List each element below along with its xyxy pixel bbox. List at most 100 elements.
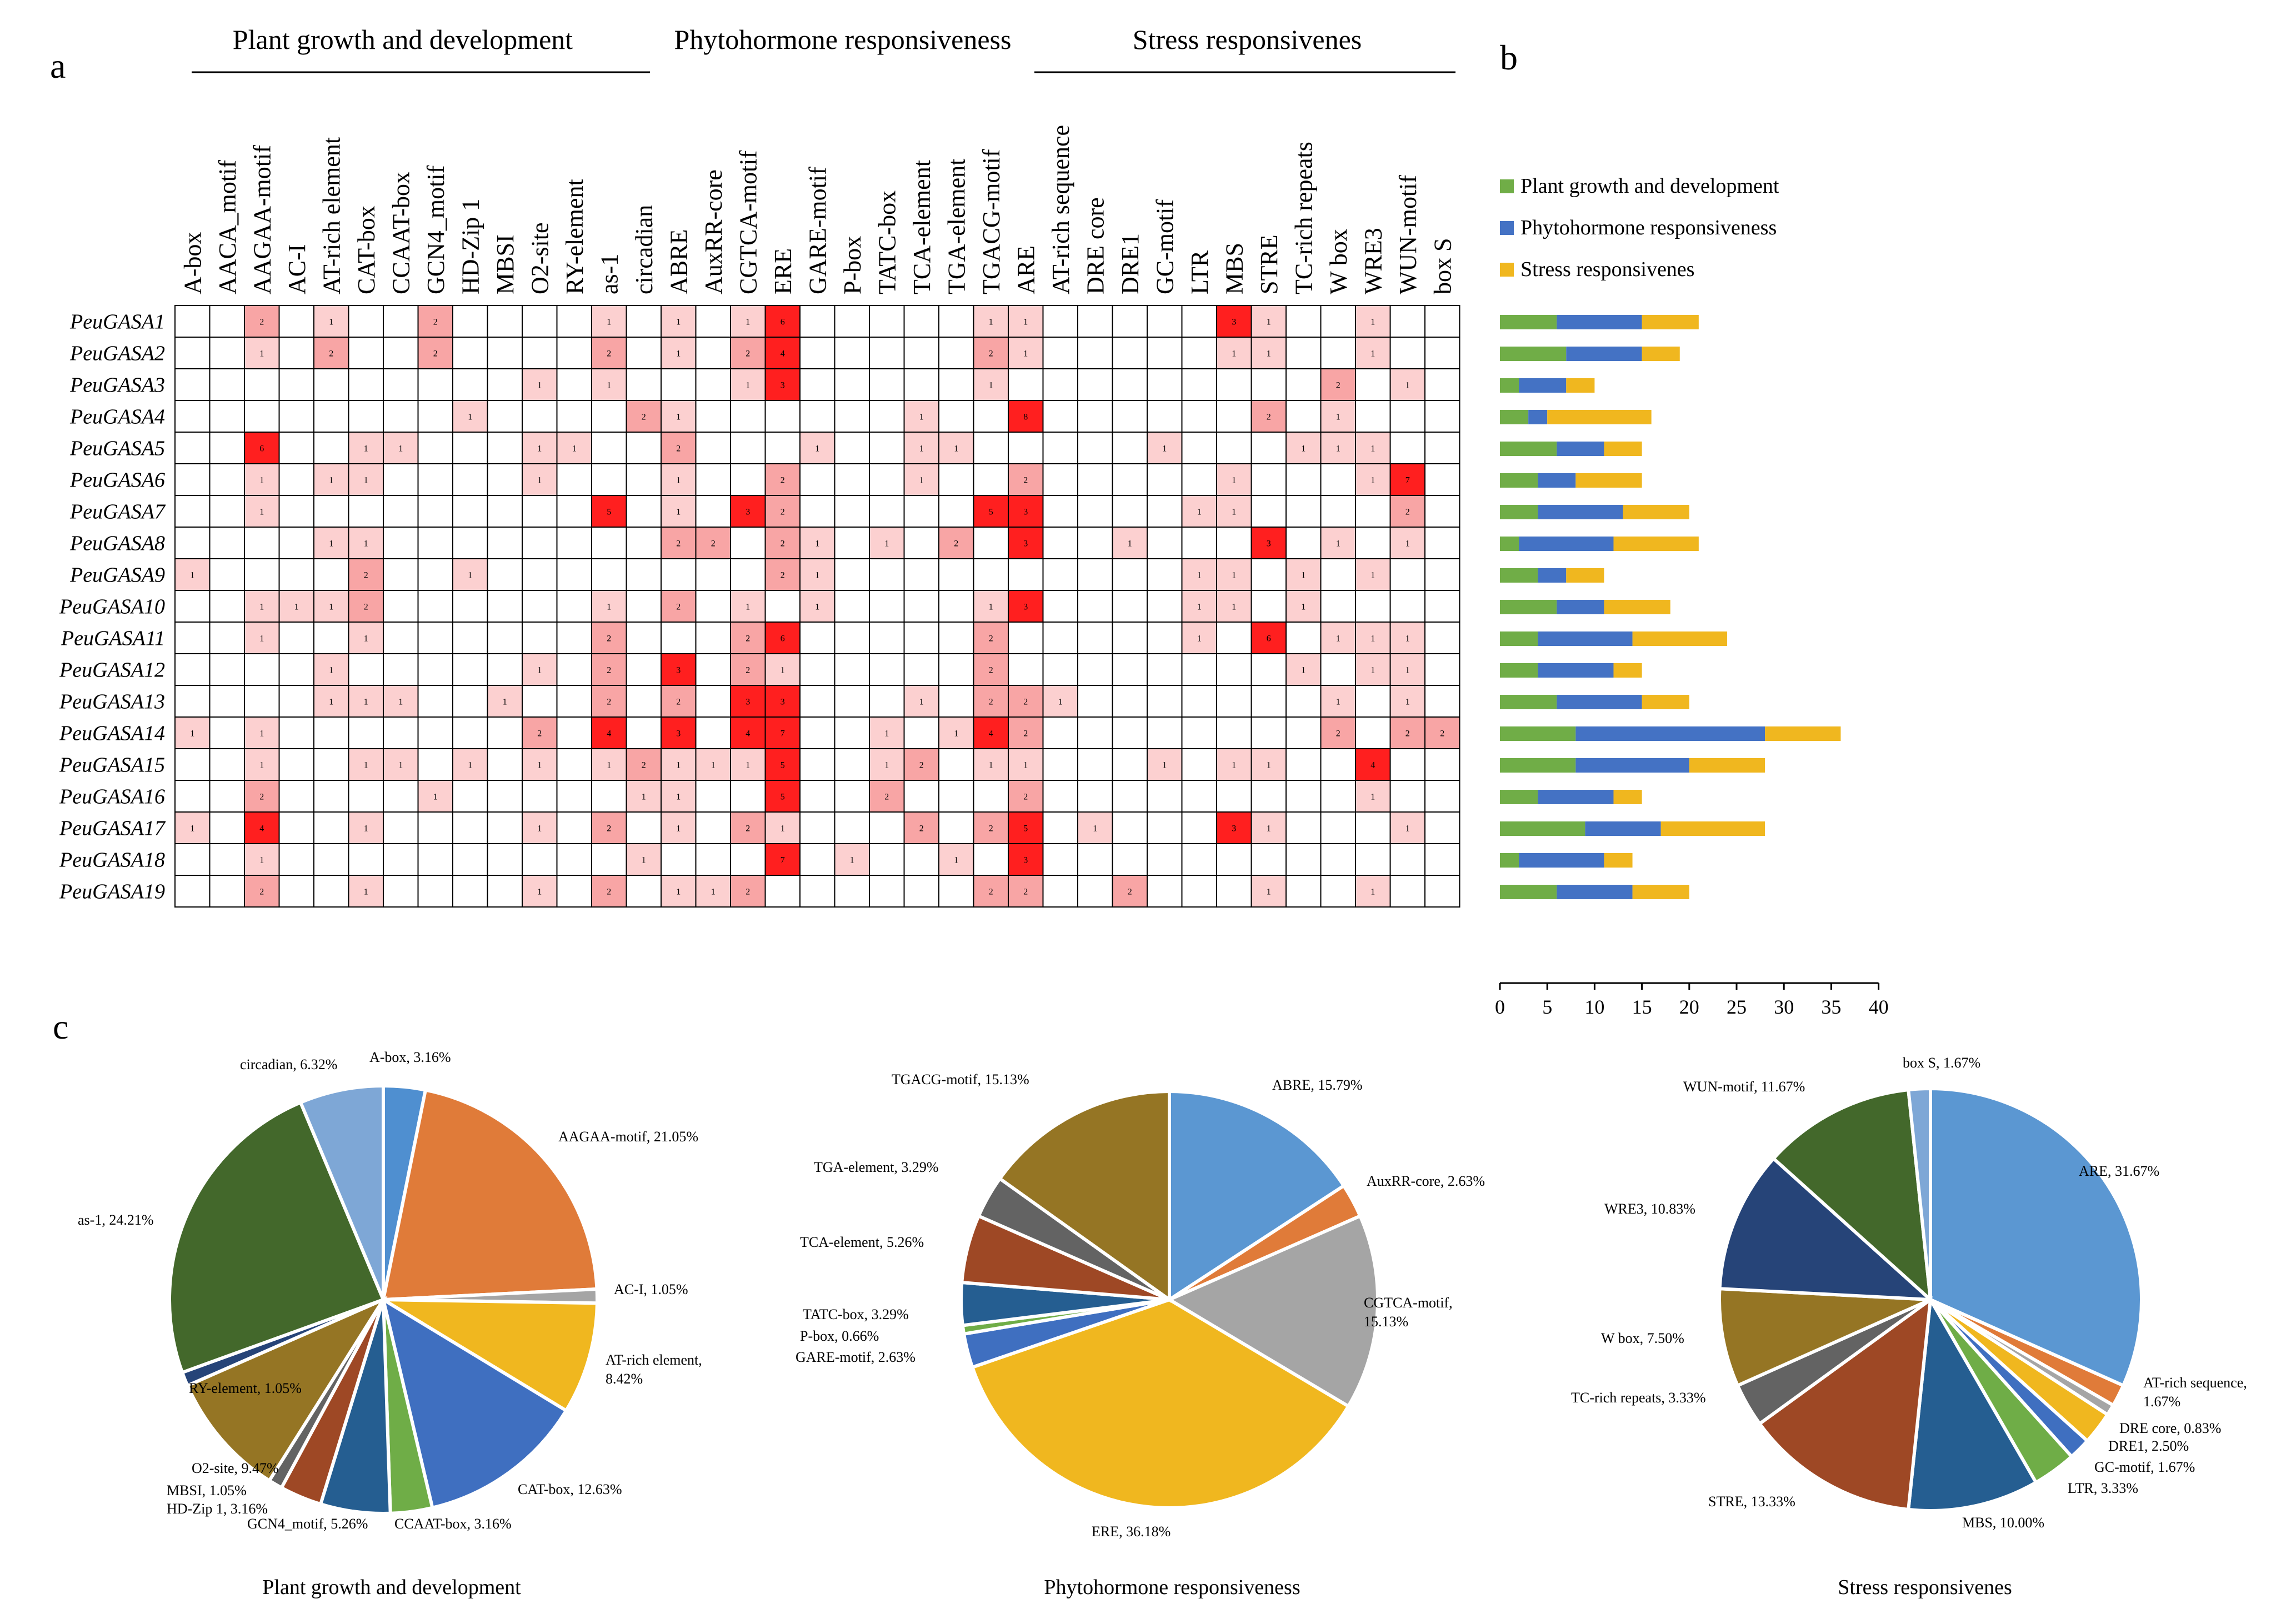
heatmap-cell: [522, 843, 558, 876]
pie-slice-label: TC-rich repeats, 3.33%: [1571, 1390, 1706, 1406]
heatmap-cell: [313, 432, 349, 464]
heatmap-cell-value: 1: [746, 761, 750, 770]
heatmap-cell-value: 1: [1232, 761, 1236, 770]
bar-segment: [1566, 378, 1595, 393]
pie-slice-label: DRE1, 2.50%: [2108, 1438, 2189, 1454]
heatmap-cell: [417, 811, 453, 844]
heatmap-cell: [348, 558, 384, 591]
heatmap-cell: [209, 811, 245, 844]
heatmap-cell: [1320, 495, 1356, 528]
heatmap-cell: [244, 337, 280, 369]
pie-chart-stress: ARE, 31.67% AT-rich sequence, 1.67% DRE cor…: [1571, 1055, 2247, 1531]
heatmap-cell-value: 6: [259, 444, 264, 454]
heatmap-cell: [938, 558, 974, 591]
heatmap-cell: [244, 875, 280, 908]
heatmap-cell: [903, 653, 939, 686]
heatmap-cell: [1077, 748, 1113, 781]
heatmap-row-label: PeuGASA12: [59, 659, 165, 682]
heatmap-cell: [695, 843, 731, 876]
heatmap-cell-value: 1: [850, 856, 854, 865]
heatmap-cell-value: 1: [329, 698, 333, 707]
bar-segment: [1557, 885, 1633, 899]
heatmap-cell-value: 1: [1301, 571, 1305, 580]
heatmap-cell: [244, 527, 280, 559]
heatmap-cell: [591, 305, 627, 338]
heatmap-cell: [1285, 590, 1322, 623]
heatmap-col-label: AT-rich element: [318, 137, 345, 294]
pie-slice-label: ABRE, 15.79%: [1272, 1077, 1363, 1093]
heatmap-cell: [661, 621, 697, 654]
heatmap-cell: [1112, 811, 1148, 844]
heatmap-cell: [626, 558, 662, 591]
heatmap-cell: [764, 875, 801, 908]
heatmap-cell: [174, 305, 211, 338]
heatmap-cell-value: 1: [1336, 634, 1340, 644]
heatmap-cell: [1355, 748, 1391, 781]
heatmap-cell: [799, 875, 836, 908]
heatmap-cell: [695, 653, 731, 686]
heatmap-cell-value: 1: [919, 413, 924, 422]
heatmap-cell: [1250, 432, 1287, 464]
heatmap-cell: [1112, 400, 1148, 433]
heatmap-cell: [1042, 337, 1078, 369]
bar-segment: [1585, 821, 1661, 836]
pie-slice-label: STRE, 13.33%: [1708, 1493, 1795, 1510]
heatmap-cell-value: 1: [815, 571, 819, 580]
heatmap-cell: [626, 495, 662, 528]
x-tick-label: 35: [1821, 996, 1841, 1018]
heatmap-col-label: AAGAA-motif: [248, 145, 276, 294]
heatmap-col-label: STRE: [1255, 234, 1283, 294]
heatmap-cell: [695, 621, 731, 654]
pie-slice-label: TATC-box, 3.29%: [803, 1306, 909, 1322]
heatmap-cell-value: 1: [1197, 634, 1202, 644]
heatmap-col-label: TGACG-motif: [978, 149, 1005, 294]
pie-slice: [1771, 1087, 1933, 1304]
bar-segment: [1500, 695, 1557, 709]
heatmap-cell: [556, 400, 592, 433]
bar-segment: [1632, 631, 1727, 646]
pie-slice-label: GARE-motif, 2.63%: [796, 1349, 916, 1365]
heatmap-cell: [591, 463, 627, 496]
heatmap-cell-value: 1: [329, 476, 333, 485]
heatmap-cell: [834, 558, 870, 591]
heatmap-cell-value: 2: [884, 793, 889, 802]
heatmap-cell: [661, 748, 697, 781]
heatmap-cell: [522, 685, 558, 718]
heatmap-cell: [1285, 780, 1322, 813]
heatmap-cell-value: 1: [1370, 318, 1375, 327]
heatmap-cell: [834, 653, 870, 686]
heatmap-cell-value: 1: [642, 856, 646, 865]
heatmap-cell: [244, 811, 280, 844]
heatmap-cell-value: 1: [1405, 539, 1410, 549]
heatmap-cell: [973, 590, 1009, 623]
heatmap-cell: [1181, 432, 1217, 464]
heatmap-cell: [1147, 780, 1183, 813]
heatmap-cell: [1181, 875, 1217, 908]
heatmap-cell: [695, 748, 731, 781]
heatmap-cell-value: 2: [259, 888, 264, 897]
heatmap-cell-value: 1: [989, 603, 993, 612]
heatmap-cell: [278, 305, 314, 338]
bar-segment: [1500, 537, 1519, 551]
heatmap-cell-value: 2: [989, 888, 993, 897]
bar-segment: [1500, 758, 1576, 773]
heatmap-cell: [1424, 811, 1460, 844]
heatmap-cell: [417, 653, 453, 686]
bar-segment: [1557, 442, 1604, 456]
bar-segment: [1604, 853, 1633, 868]
heatmap-cell: [764, 463, 801, 496]
heatmap-cell: [973, 400, 1009, 433]
pie-title-plant: Plant growth and development: [262, 1576, 521, 1599]
heatmap-cell: [834, 811, 870, 844]
heatmap-cell: [556, 621, 592, 654]
heatmap-cell: [1424, 400, 1460, 433]
pie-slice-label: circadian, 6.32%: [240, 1056, 337, 1072]
heatmap-row-label: PeuGASA5: [69, 437, 165, 460]
heatmap-cell-value: 2: [607, 888, 611, 897]
heatmap-row-label: PeuGASA8: [69, 532, 165, 555]
heatmap-cell: [1389, 716, 1425, 749]
heatmap-cell: [1216, 621, 1252, 654]
heatmap-cell: [1320, 590, 1356, 623]
heatmap-cell-value: 2: [746, 634, 750, 644]
heatmap-cell: [174, 368, 211, 401]
